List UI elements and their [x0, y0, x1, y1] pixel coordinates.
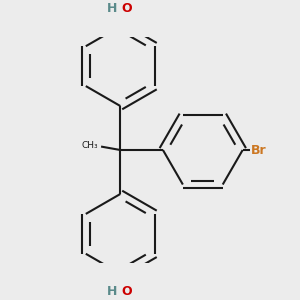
Text: Br: Br	[251, 143, 266, 157]
Text: O: O	[122, 2, 132, 15]
Text: H: H	[107, 2, 118, 15]
Text: CH₃: CH₃	[82, 141, 98, 150]
Text: O: O	[122, 285, 132, 298]
Text: H: H	[107, 285, 118, 298]
